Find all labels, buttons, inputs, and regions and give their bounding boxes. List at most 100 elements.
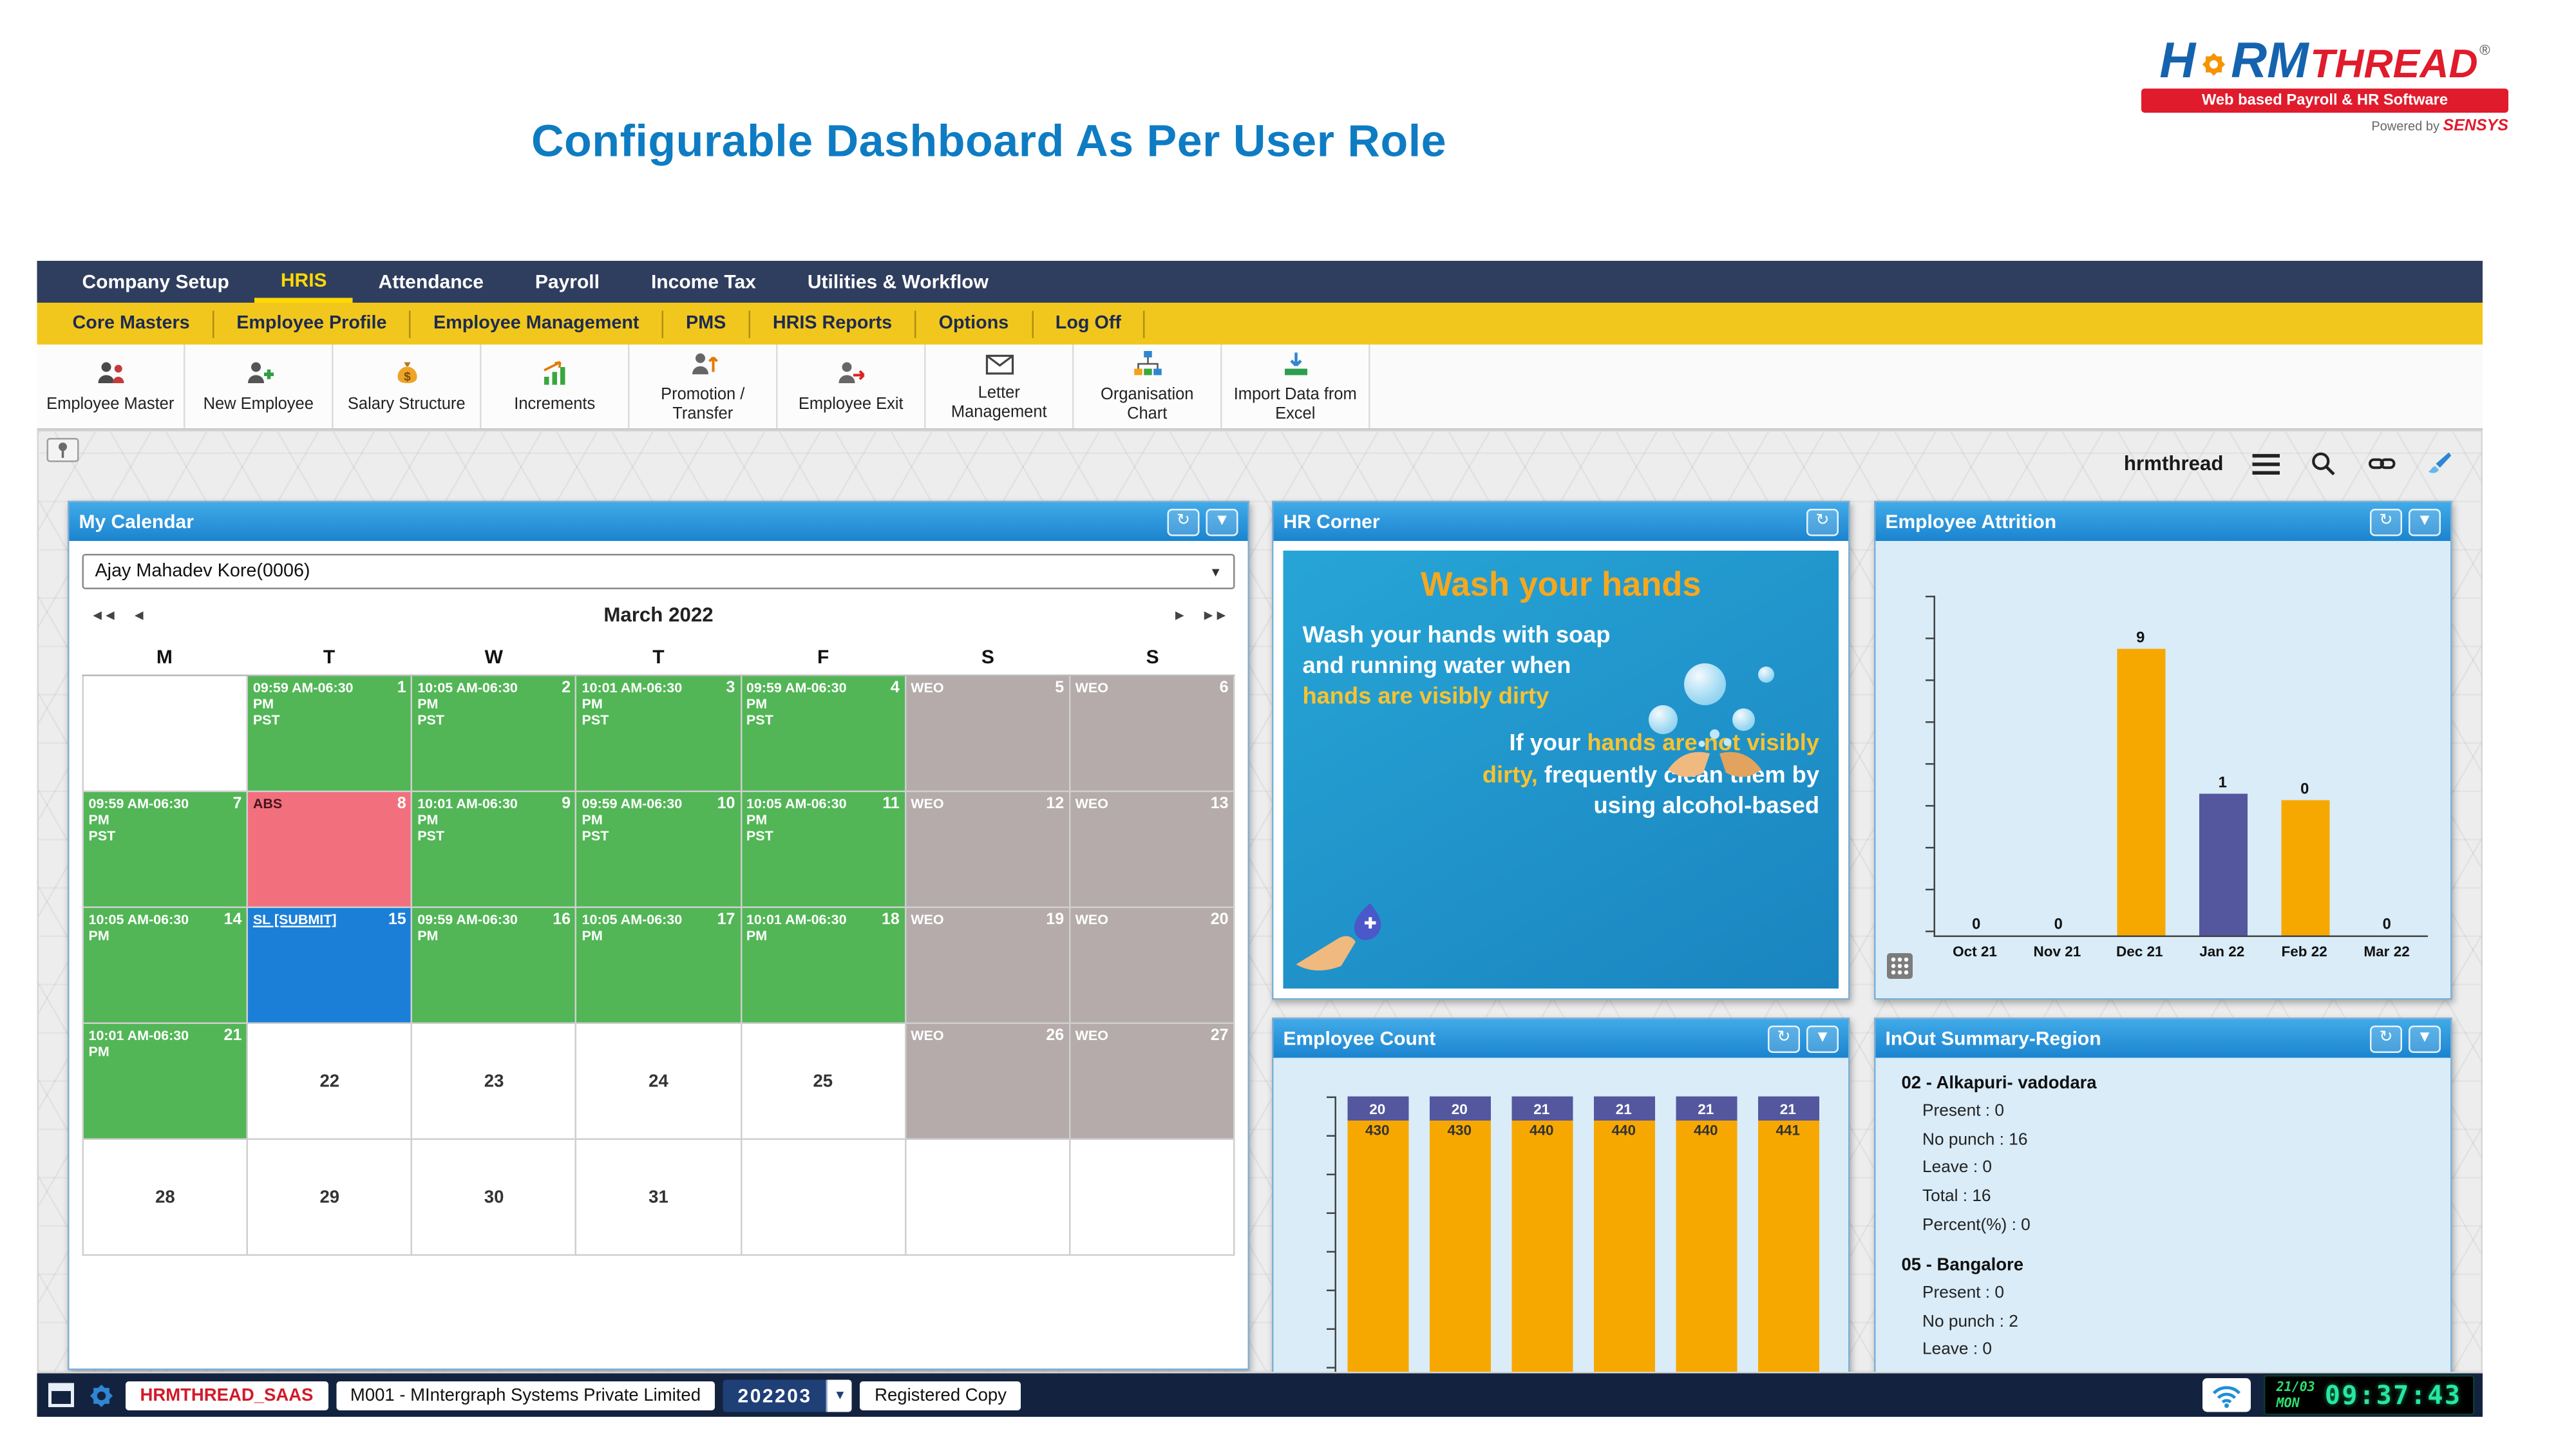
weekday-label: T	[652, 645, 665, 668]
calendar-month-title: March 2022	[603, 603, 714, 627]
promotion-transfer-button[interactable]: Promotion / Transfer	[629, 345, 778, 428]
calendar-first-month-button[interactable]: ◄◄	[90, 607, 117, 623]
period-caret-icon[interactable]: ▼	[826, 1379, 853, 1412]
attrition-y-axis-ticks	[1926, 596, 1934, 937]
increments-button[interactable]: Increments	[481, 345, 630, 428]
menu-item-utilities-workflow[interactable]: Utilities & Workflow	[807, 270, 989, 293]
calendar-day-cell[interactable]: ABS 8	[248, 792, 413, 908]
bubble-decoration	[1758, 667, 1774, 683]
pin-dashboard-button[interactable]	[46, 438, 79, 462]
calendar-day-cell[interactable]: 10:01 AM-06:30 PM 18	[741, 908, 906, 1024]
calendar-day-cell[interactable]: 24	[577, 1024, 742, 1140]
calendar-prev-month-button[interactable]: ◄	[131, 607, 146, 623]
attrition-collapse-icon[interactable]: ▼	[2409, 507, 2441, 536]
count-collapse-icon[interactable]: ▼	[1806, 1025, 1839, 1052]
wash-hands-poster: Wash your hands Wash your hands with soa…	[1283, 551, 1839, 989]
settings-gear-icon[interactable]	[86, 1379, 118, 1411]
weekday-label: T	[323, 645, 336, 668]
weekday-label: S	[981, 645, 994, 668]
period-selector[interactable]: 202203 ▼	[723, 1379, 853, 1412]
import-excel-button[interactable]: Import Data from Excel	[1222, 345, 1370, 428]
menu-item-hris[interactable]: HRIS	[254, 261, 353, 303]
calendar-day-cell[interactable]: 22	[248, 1024, 413, 1140]
calendar-day-cell[interactable]: WEO 27	[1070, 1024, 1235, 1140]
inout-refresh-icon[interactable]: ↻	[2370, 1025, 2402, 1052]
calendar-day-cell[interactable]: 10:05 AM-06:30 PM 17	[577, 908, 742, 1024]
calendar-day-cell[interactable]: 09:59 AM-06:30 PM PST 1	[248, 676, 413, 792]
calendar-day-cell[interactable]: WEO 26	[905, 1024, 1071, 1140]
calendar-next-month-button[interactable]: ►	[1172, 607, 1187, 623]
calendar-cell-day-number: 29	[319, 1187, 340, 1207]
calendar-day-cell[interactable]: 10:05 AM-06:30 PM 14	[84, 908, 249, 1024]
calendar-day-cell[interactable]: 10:01 AM-06:30 PM PST 3	[577, 676, 742, 792]
calendar-day-cell[interactable]: 29	[248, 1140, 413, 1256]
submenu-item-options[interactable]: Options	[916, 310, 1033, 337]
calendar-day-cell[interactable]	[84, 676, 249, 792]
weekday-label: F	[817, 645, 829, 668]
calendar-day-cell[interactable]: 09:59 AM-06:30 PM PST 10	[577, 792, 742, 908]
period-value: 202203	[723, 1379, 827, 1412]
menu-item-attendance[interactable]: Attendance	[378, 270, 484, 293]
calendar-day-cell[interactable]: 10:01 AM-06:30 PM 21	[84, 1024, 249, 1140]
submenu-item-core-masters[interactable]: Core Masters	[50, 310, 214, 337]
calendar-day-cell[interactable]: SL [SUBMIT] 15	[248, 908, 413, 1024]
link-icon[interactable]	[2365, 448, 2398, 480]
calendar-day-cell[interactable]: WEO 19	[905, 908, 1071, 1024]
calendar-day-cell[interactable]: WEO 5	[905, 676, 1071, 792]
calendar-day-cell[interactable]	[905, 1140, 1071, 1256]
calendar-day-cell[interactable]: 10:05 AM-06:30 PM PST 2	[412, 676, 578, 792]
calendar-day-cell[interactable]: WEO 13	[1070, 792, 1235, 908]
calendar-collapse-icon[interactable]: ▼	[1206, 507, 1238, 536]
calendar-day-cell[interactable]: 09:59 AM-06:30 PM PST 7	[84, 792, 249, 908]
calendar-refresh-icon[interactable]: ↻	[1167, 507, 1200, 536]
inout-collapse-icon[interactable]: ▼	[2409, 1025, 2441, 1052]
svg-text:$: $	[403, 369, 410, 383]
submenu-item-hris-reports[interactable]: HRIS Reports	[750, 310, 916, 337]
calendar-day-cell[interactable]: 28	[84, 1140, 249, 1256]
submenu-item-employee-profile[interactable]: Employee Profile	[214, 310, 411, 337]
new-employee-button[interactable]: New Employee	[185, 345, 334, 428]
powered-by-label: Powered by	[2371, 119, 2439, 134]
letter-management-button[interactable]: Letter Management	[925, 345, 1074, 428]
calendar-last-month-button[interactable]: ►►	[1201, 607, 1228, 623]
calendar-day-cell[interactable]	[1070, 1140, 1235, 1256]
menu-item-payroll[interactable]: Payroll	[535, 270, 600, 293]
calendar-day-cell[interactable]: 10:01 AM-06:30 PM PST 9	[412, 792, 578, 908]
count-refresh-icon[interactable]: ↻	[1768, 1025, 1800, 1052]
employee-master-button[interactable]: Employee Master	[37, 345, 185, 428]
calendar-body: Ajay Mahadev Kore(0006) ▼ ◄◄ ◄ March 202…	[69, 541, 1248, 1269]
calendar-day-cell[interactable]: 23	[412, 1024, 578, 1140]
calendar-day-cell[interactable]: 25	[741, 1024, 906, 1140]
calendar-day-cell[interactable]: 30	[412, 1140, 578, 1256]
calendar-day-cell[interactable]: 09:59 AM-06:30 PM 16	[412, 908, 578, 1024]
status-bar: HRMTHREAD_SAAS M001 - MIntergraph System…	[37, 1373, 2483, 1417]
calendar-cell-day-number: 7	[232, 795, 242, 813]
calendar-day-cell[interactable]: WEO 20	[1070, 908, 1235, 1024]
organisation-chart-button[interactable]: Organisation Chart	[1074, 345, 1222, 428]
employee-exit-button[interactable]: Employee Exit	[777, 345, 926, 428]
calendar-day-cell[interactable]: 09:59 AM-06:30 PM PST 4	[741, 676, 906, 792]
inout-stat-line: Present : 0	[1922, 1101, 2004, 1121]
inout-region: 05 - Bangalore Present : 0 No punch : 2 Le…	[1902, 1256, 2425, 1365]
calendar-day-cell[interactable]	[741, 1140, 906, 1256]
calendar-day-cell[interactable]: 31	[577, 1140, 742, 1256]
grid-menu-icon[interactable]	[1887, 953, 1913, 987]
hr-corner-refresh-icon[interactable]: ↻	[1806, 507, 1839, 536]
theme-brush-icon[interactable]	[2423, 448, 2456, 480]
submenu-item-pms[interactable]: PMS	[663, 310, 750, 337]
submenu-item-log-off[interactable]: Log Off	[1033, 310, 1146, 337]
menu-item-company-setup[interactable]: Company Setup	[82, 270, 229, 293]
menu-item-income-tax[interactable]: Income Tax	[650, 270, 756, 293]
window-icon[interactable]	[45, 1379, 77, 1411]
calendar-day-cell[interactable]: 10:05 AM-06:30 PM PST 11	[741, 792, 906, 908]
calendar-day-cell[interactable]: WEO 6	[1070, 676, 1235, 792]
salary-structure-button[interactable]: $ Salary Structure	[333, 345, 482, 428]
attrition-refresh-icon[interactable]: ↻	[2370, 507, 2402, 536]
search-icon[interactable]	[2307, 448, 2340, 480]
calendar-cell-status: 09:59 AM-06:30 PM PST	[746, 679, 847, 728]
employee-selector-dropdown[interactable]: Ajay Mahadev Kore(0006) ▼	[82, 554, 1235, 589]
submenu-item-employee-management[interactable]: Employee Management	[411, 310, 664, 337]
menu-hamburger-icon[interactable]	[2249, 448, 2282, 480]
calendar-day-cell[interactable]: WEO 12	[905, 792, 1071, 908]
